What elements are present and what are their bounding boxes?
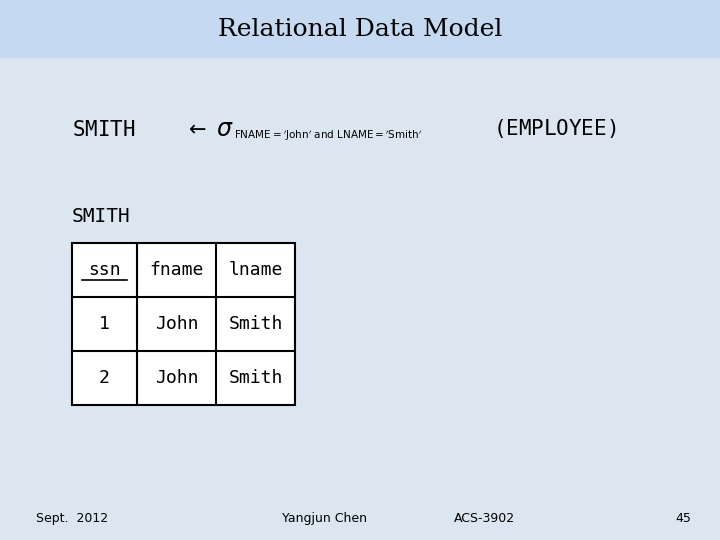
Text: Relational Data Model: Relational Data Model [218, 18, 502, 41]
Text: Smith: Smith [228, 369, 283, 387]
FancyBboxPatch shape [72, 243, 295, 405]
Text: 45: 45 [675, 512, 691, 525]
Text: lname: lname [228, 261, 283, 279]
Text: $\sigma$: $\sigma$ [216, 117, 233, 140]
Text: Yangjun Chen: Yangjun Chen [282, 512, 366, 525]
Text: $\mathtt{(EMPLOYEE)}$: $\mathtt{(EMPLOYEE)}$ [493, 117, 616, 140]
Text: fname: fname [149, 261, 204, 279]
Text: Sept.  2012: Sept. 2012 [36, 512, 108, 525]
Text: $\mathtt{SMITH}$: $\mathtt{SMITH}$ [72, 119, 135, 140]
Text: $\mathregular{FNAME = \mathsf{'John'\ and\ LNAME = 'Smith'}}$: $\mathregular{FNAME = \mathsf{'John'\ an… [234, 129, 422, 143]
Text: SMITH: SMITH [72, 206, 131, 226]
Text: ACS-3902: ACS-3902 [454, 512, 515, 525]
Text: Smith: Smith [228, 315, 283, 333]
Text: $\leftarrow$: $\leftarrow$ [184, 118, 206, 139]
Text: John: John [155, 315, 198, 333]
Text: 1: 1 [99, 315, 110, 333]
Text: John: John [155, 369, 198, 387]
Text: ssn: ssn [88, 261, 121, 279]
Text: 2: 2 [99, 369, 110, 387]
FancyBboxPatch shape [0, 0, 720, 57]
